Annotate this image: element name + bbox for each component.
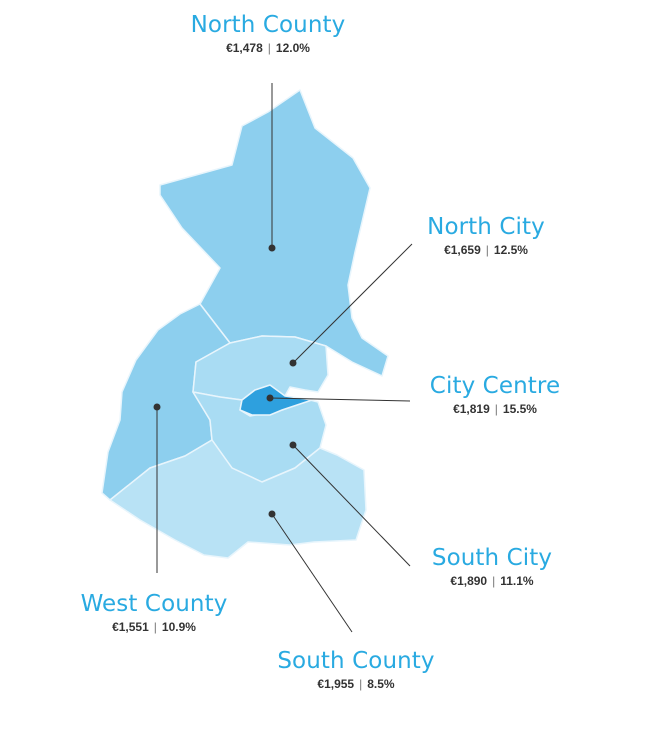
west-county-marker xyxy=(153,403,161,411)
south-county-stats: €1,955 | 8.5% xyxy=(256,677,456,691)
north-city-marker xyxy=(289,359,297,367)
city-centre-marker xyxy=(266,394,274,402)
south-city-marker xyxy=(289,441,297,449)
south-city-leader-line xyxy=(292,444,411,567)
west-county-change: 10.9% xyxy=(161,620,196,634)
south-county-change: 8.5% xyxy=(367,677,395,691)
south-county-leader-line xyxy=(271,513,353,633)
south-city-price: €1,890 xyxy=(450,574,488,588)
leader-lines xyxy=(153,83,413,633)
label-north-county: North County €1,478 | 12.0% xyxy=(168,12,368,55)
north-county-name: North County xyxy=(190,12,346,38)
north-county-stats: €1,478 | 12.0% xyxy=(168,41,368,55)
label-city-centre: City Centre €1,819 | 15.5% xyxy=(410,373,580,416)
south-county-price: €1,955 xyxy=(317,677,355,691)
city-centre-price: €1,819 xyxy=(453,402,490,416)
north-city-name: North City xyxy=(427,214,545,240)
north-county-area[interactable] xyxy=(159,89,389,377)
separator: | xyxy=(153,620,157,634)
north-city-stats: €1,659 | 12.5% xyxy=(406,243,566,257)
label-south-county: South County €1,955 | 8.5% xyxy=(256,648,456,691)
north-county-price: €1,478 xyxy=(226,41,263,55)
city-centre-area[interactable] xyxy=(239,384,313,416)
west-county-name: West County xyxy=(80,591,228,617)
label-south-city: South City €1,890 | 11.1% xyxy=(412,545,572,588)
city-centre-stats: €1,819 | 15.5% xyxy=(410,402,580,416)
west-county-stats: €1,551 | 10.9% xyxy=(64,620,244,634)
separator: | xyxy=(492,574,496,588)
label-north-city: North City €1,659 | 12.5% xyxy=(406,214,566,257)
south-city-stats: €1,890 | 11.1% xyxy=(412,574,572,588)
separator: | xyxy=(485,243,489,257)
west-county-price: €1,551 xyxy=(112,620,149,634)
south-county-name: South County xyxy=(277,648,435,674)
north-city-leader-line xyxy=(292,243,413,364)
city-centre-leader-line xyxy=(269,397,411,402)
north-city-price: €1,659 xyxy=(444,243,481,257)
label-west-county: West County €1,551 | 10.9% xyxy=(64,591,244,634)
south-city-name: South City xyxy=(431,545,553,571)
north-county-change: 12.0% xyxy=(275,41,310,55)
south-county-marker xyxy=(268,510,276,518)
separator: | xyxy=(359,677,363,691)
separator: | xyxy=(267,41,271,55)
north-city-change: 12.5% xyxy=(493,243,528,257)
south-city-change: 11.1% xyxy=(500,574,534,588)
city-centre-name: City Centre xyxy=(429,373,561,399)
separator: | xyxy=(494,402,498,416)
south-county-area[interactable] xyxy=(109,439,367,559)
city-centre-change: 15.5% xyxy=(502,402,537,416)
north-county-marker xyxy=(268,244,276,252)
